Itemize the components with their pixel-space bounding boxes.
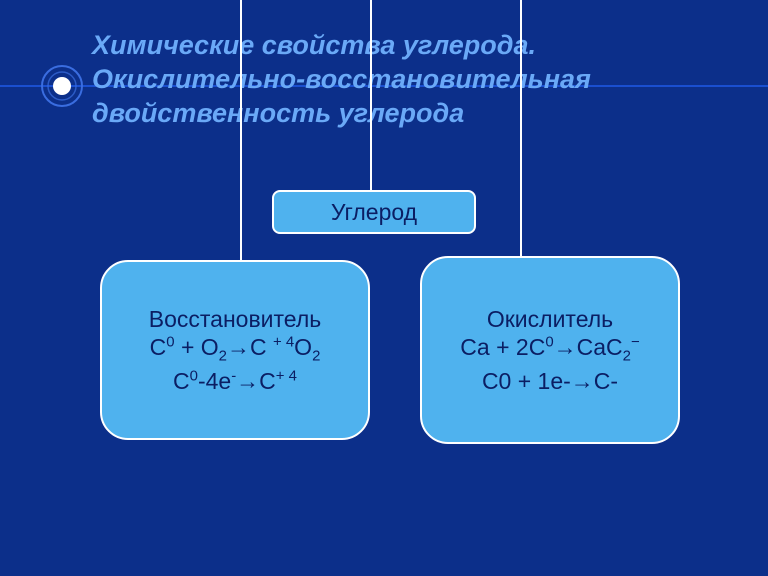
node-reducer-title: Восстановитель <box>149 305 321 334</box>
slide-stage: Химические свойства углерода.Окислительн… <box>0 0 768 576</box>
node-oxidizer-title: Окислитель <box>487 305 613 334</box>
node-oxidizer: Окислитель Ca + 2C0→CaC2− C0 + 1e-→C- <box>420 256 680 444</box>
connector-right <box>520 0 522 256</box>
slide-title: Химические свойства углерода.Окислительн… <box>92 28 591 130</box>
node-root-label: Углерод <box>331 199 417 226</box>
node-oxidizer-eq2: C0 + 1e-→C- <box>482 367 618 396</box>
node-oxidizer-eq1: Ca + 2C0→CaC2− <box>460 333 639 366</box>
node-reducer: Восстановитель C0 + O2→C + 4O2 C0-4e-→C+… <box>100 260 370 440</box>
node-root: Углерод <box>272 190 476 234</box>
connector-left <box>240 0 242 260</box>
node-reducer-eq1: C0 + O2→C + 4O2 <box>150 333 321 366</box>
node-reducer-eq2: C0-4e-→C+ 4 <box>173 367 297 396</box>
connector-root <box>370 0 372 190</box>
